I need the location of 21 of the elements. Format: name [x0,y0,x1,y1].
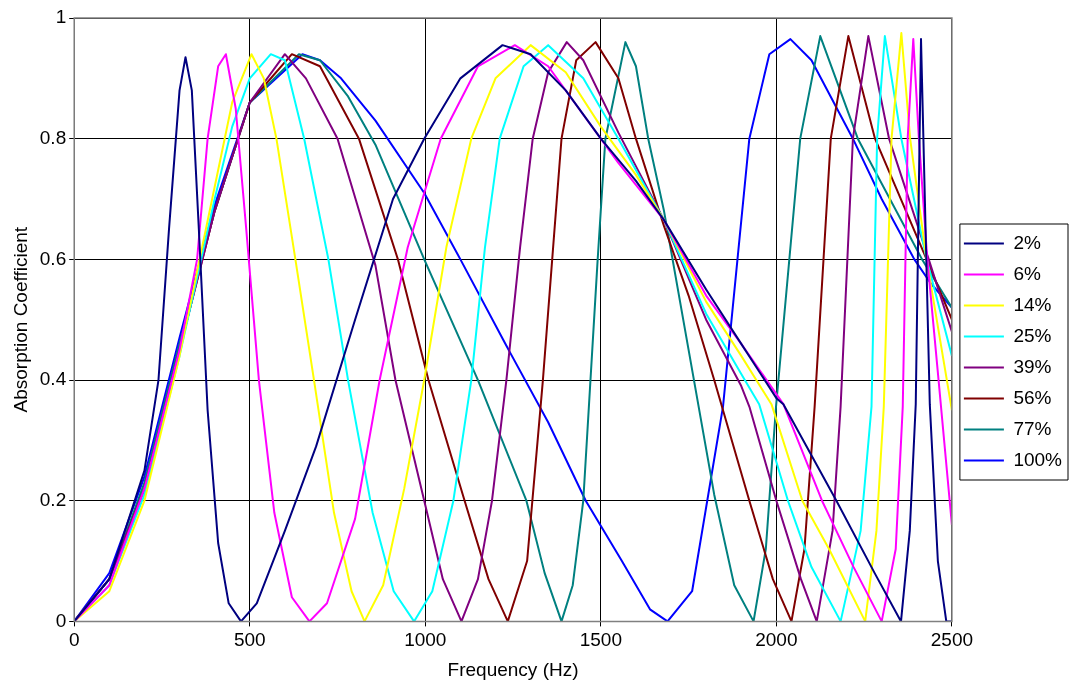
y-tick-label: 0.6 [39,247,67,269]
y-tick-label: 0 [55,609,67,631]
y-tick-label: 0.4 [39,368,67,390]
x-tick-label: 1000 [404,629,447,651]
y-tick-label: 0.2 [39,488,67,510]
x-tick-label: 2000 [755,629,798,651]
x-tick-label: 2500 [930,629,974,651]
legend-label: 39% [1013,355,1052,377]
x-axis-title: Frequency (Hz) [447,658,579,680]
legend-label: 77% [1013,417,1052,439]
legend-label: 56% [1013,386,1052,408]
y-tick-label: 0.8 [39,126,67,148]
legend-label: 25% [1013,324,1052,346]
legend-label: 100% [1013,448,1063,470]
y-tick-label: 1 [55,6,67,28]
x-tick-label: 500 [233,629,266,651]
legend-label: 6% [1013,262,1041,284]
legend-label: 2% [1013,231,1041,253]
x-tick-label: 1500 [579,629,622,651]
legend-label: 14% [1013,293,1052,315]
y-axis-title: Absorption Coefficient [9,226,31,413]
